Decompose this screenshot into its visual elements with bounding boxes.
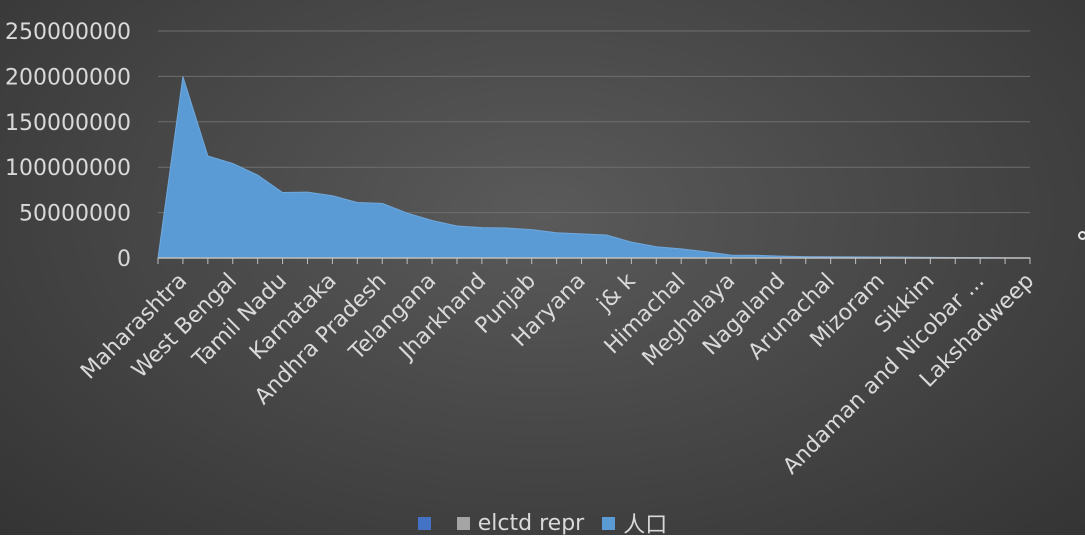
y-tick-label: 50000000 [19,202,131,227]
y-tick-labels: 0 50000000 100000000 150000000 200000000 2500… [5,20,131,272]
legend-label-population: 人口 [623,507,667,539]
legend: elctd repr 人口 [0,507,1085,539]
legend-item-elctd-repr: elctd repr [457,511,584,536]
legend-label-elctd-repr: elctd repr [478,511,584,536]
gridlines [158,31,1030,213]
legend-swatch-elctd-repr [457,517,470,530]
y-tick-label: 250000000 [5,20,131,45]
y-tick-label: 200000000 [5,65,131,90]
legend-item-population: 人口 [602,507,667,539]
y-tick-label: 100000000 [5,156,131,181]
legend-swatch-blank [418,517,431,530]
legend-swatch-population [602,517,615,530]
x-axis [158,258,1030,264]
chart-resize-handle[interactable] [1078,231,1085,240]
legend-item-blank [418,517,439,530]
y-tick-label: 0 [117,247,131,272]
y-tick-label: 150000000 [5,111,131,136]
